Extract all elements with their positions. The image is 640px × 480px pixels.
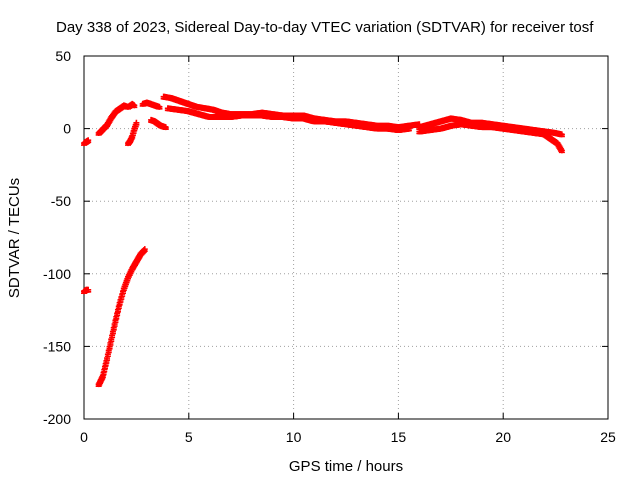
y-axis-title: SDTVAR / TECUs (6, 178, 23, 298)
x-tick-label: 10 (286, 429, 302, 445)
series-seg-hump (139, 99, 163, 110)
data-points (81, 93, 565, 388)
y-tick-label: -200 (43, 411, 71, 427)
data-point (117, 296, 124, 303)
axis-ticks: 0 5 10 15 20 25 50 0 -50 -100 -150 -200 (43, 48, 616, 445)
series-seg-main-2 (164, 105, 412, 134)
data-point (118, 294, 125, 301)
series-seg-early-b (81, 286, 92, 295)
data-point (405, 125, 412, 132)
series-seg-steep-rise (95, 246, 148, 388)
data-point (162, 124, 169, 131)
data-point (156, 103, 163, 110)
x-tick-label: 5 (185, 429, 193, 445)
data-point (558, 147, 565, 154)
y-tick-label: -50 (51, 193, 71, 209)
x-axis-title: GPS time / hours (289, 458, 403, 475)
y-tick-label: -100 (43, 266, 71, 282)
series-seg-early-a (81, 137, 92, 147)
data-point (116, 299, 123, 306)
x-tick-label: 20 (495, 429, 511, 445)
data-point (133, 119, 140, 126)
series-seg-climb (95, 100, 138, 136)
data-point (140, 246, 147, 253)
x-tick-label: 25 (600, 429, 616, 445)
y-tick-label: -150 (43, 338, 71, 354)
data-point (558, 131, 565, 138)
data-point (85, 137, 92, 144)
y-tick-label: 0 (63, 121, 71, 137)
series-seg-late-2 (416, 121, 565, 154)
data-point (119, 291, 126, 298)
data-point (119, 288, 126, 295)
x-tick-label: 0 (80, 429, 88, 445)
grid (84, 56, 608, 419)
data-point (85, 286, 92, 293)
plot-frame (83, 55, 609, 420)
data-point (131, 102, 138, 109)
y-tick-label: 50 (55, 48, 71, 64)
chart-title: Day 338 of 2023, Sidereal Day-to-day VTE… (56, 19, 594, 36)
data-point (141, 246, 148, 253)
series-seg-dip (125, 119, 140, 147)
series-seg-low-tail (148, 116, 169, 131)
x-tick-label: 15 (391, 429, 407, 445)
